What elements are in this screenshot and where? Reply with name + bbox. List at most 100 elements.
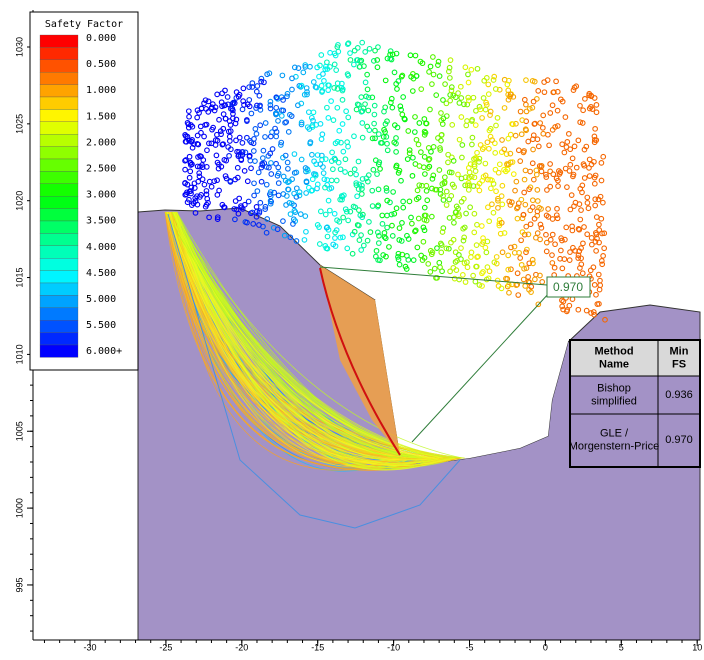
- slip-centre: [253, 159, 258, 164]
- slip-centre: [469, 255, 474, 260]
- slip-centre: [528, 169, 533, 174]
- slip-centre: [563, 115, 568, 120]
- slip-centre: [580, 271, 585, 276]
- slip-centre: [585, 195, 590, 200]
- slip-centre: [570, 156, 575, 161]
- legend-swatch: [40, 345, 78, 357]
- slip-centre: [523, 97, 528, 102]
- slip-centre: [394, 136, 399, 141]
- slip-centre: [546, 207, 551, 212]
- slip-centre: [263, 135, 268, 140]
- slip-centre: [459, 246, 464, 251]
- slip-centre: [466, 80, 471, 85]
- slip-centre: [334, 178, 339, 183]
- slip-centre: [257, 93, 262, 98]
- slip-centre: [555, 108, 560, 113]
- slip-centre: [586, 206, 591, 211]
- slip-centre: [352, 167, 357, 172]
- legend-label: 0.000: [86, 33, 116, 44]
- slip-centre: [220, 91, 225, 96]
- legend-swatch: [40, 109, 78, 121]
- slip-centre: [568, 162, 573, 167]
- slip-centre: [363, 102, 368, 107]
- slip-centre: [518, 109, 523, 114]
- slip-centre: [544, 249, 549, 254]
- slip-centre: [460, 143, 465, 148]
- slip-centre: [524, 224, 529, 229]
- legend-swatch: [40, 333, 78, 345]
- slip-centre: [304, 191, 309, 196]
- slip-centre: [360, 192, 365, 197]
- slip-centre: [449, 240, 454, 245]
- slip-centre: [391, 190, 396, 195]
- slip-centre: [416, 216, 421, 221]
- slip-centre: [594, 215, 599, 220]
- slip-centre: [533, 277, 538, 282]
- slip-centre: [443, 175, 448, 180]
- slip-centre: [587, 166, 592, 171]
- slip-centre: [427, 70, 432, 75]
- slip-centre: [480, 271, 485, 276]
- slip-centre: [350, 251, 355, 256]
- slip-centre: [428, 64, 433, 69]
- slip-centre: [552, 265, 557, 270]
- slip-centre: [310, 115, 315, 120]
- slip-centre: [331, 118, 336, 123]
- slip-centre: [500, 183, 505, 188]
- slip-centre: [354, 172, 359, 177]
- slip-centre: [333, 236, 338, 241]
- slip-centre: [392, 70, 397, 75]
- slip-centre: [187, 114, 192, 119]
- slip-centre: [518, 256, 523, 261]
- slip-centre: [227, 154, 232, 159]
- slip-centre: [426, 262, 431, 267]
- slip-centre: [422, 228, 427, 233]
- slip-centre: [425, 198, 430, 203]
- slip-centre: [390, 234, 395, 239]
- slip-centre: [370, 204, 375, 209]
- slip-centre: [536, 144, 541, 149]
- slip-centre: [372, 103, 377, 108]
- slip-centre: [594, 103, 599, 108]
- slip-centre: [214, 153, 219, 158]
- slip-centre: [373, 128, 378, 133]
- slip-centre: [366, 108, 371, 113]
- slip-centre: [469, 250, 474, 255]
- slip-centre: [449, 194, 454, 199]
- slip-centre: [367, 47, 372, 52]
- slip-centre: [531, 99, 536, 104]
- slip-centre: [601, 200, 606, 205]
- slip-centre: [496, 206, 501, 211]
- slip-centre: [288, 212, 293, 217]
- slip-centre: [471, 273, 476, 278]
- slip-centre: [451, 237, 456, 242]
- slip-centre: [372, 112, 377, 117]
- slip-centre: [411, 258, 416, 263]
- slip-centre: [439, 250, 444, 255]
- slip-centre: [554, 213, 559, 218]
- slip-centre: [570, 297, 575, 302]
- slip-centre: [371, 167, 376, 172]
- slip-centre: [221, 112, 226, 117]
- slip-centre: [560, 266, 565, 271]
- slip-centre: [587, 174, 592, 179]
- slip-centre: [562, 150, 567, 155]
- slip-centre: [526, 275, 531, 280]
- slip-centre: [548, 169, 553, 174]
- slip-centre: [531, 147, 536, 152]
- slip-centre: [259, 179, 264, 184]
- slip-centre: [413, 115, 418, 120]
- slip-centre: [500, 202, 505, 207]
- slip-centre: [197, 171, 202, 176]
- slip-centre: [526, 139, 531, 144]
- slip-centre: [421, 225, 426, 230]
- slip-centre: [519, 132, 524, 137]
- slip-centre: [530, 161, 535, 166]
- slip-centre: [270, 147, 275, 152]
- slip-centre: [594, 292, 599, 297]
- slip-centre: [568, 250, 573, 255]
- slip-centre: [584, 308, 589, 313]
- slip-centre: [550, 103, 555, 108]
- slip-centre: [382, 109, 387, 114]
- slip-centre: [457, 101, 462, 106]
